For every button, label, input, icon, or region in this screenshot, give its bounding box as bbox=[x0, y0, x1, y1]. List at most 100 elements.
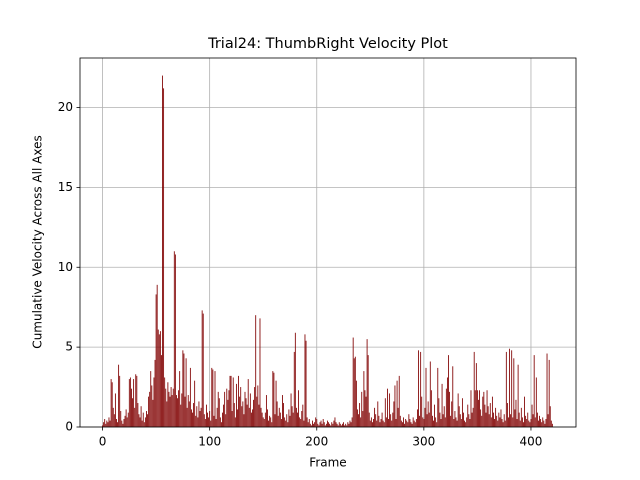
bar bbox=[346, 425, 348, 427]
bar bbox=[187, 395, 189, 427]
bar bbox=[388, 419, 389, 427]
bar bbox=[156, 284, 158, 427]
bar bbox=[153, 377, 155, 427]
bar bbox=[484, 404, 486, 427]
bar bbox=[133, 379, 135, 427]
bar bbox=[273, 372, 275, 427]
bar bbox=[321, 423, 323, 427]
bar bbox=[439, 412, 441, 427]
bar bbox=[126, 417, 128, 427]
bar bbox=[179, 371, 181, 427]
bar bbox=[489, 403, 491, 427]
bar bbox=[505, 351, 507, 427]
bar bbox=[332, 423, 334, 427]
bar bbox=[372, 422, 373, 427]
bar bbox=[198, 401, 200, 427]
bar bbox=[257, 385, 259, 427]
bar bbox=[325, 423, 327, 427]
bar bbox=[482, 396, 484, 427]
bar bbox=[228, 390, 230, 427]
bar bbox=[330, 425, 332, 427]
bar bbox=[339, 423, 341, 427]
bar bbox=[333, 420, 335, 427]
bar bbox=[203, 414, 205, 427]
x-axis-label: Frame bbox=[309, 456, 346, 470]
bar bbox=[148, 396, 150, 427]
bar bbox=[510, 414, 512, 427]
bar bbox=[225, 414, 227, 427]
bar bbox=[191, 409, 192, 427]
bar bbox=[263, 419, 265, 427]
bar bbox=[177, 398, 178, 427]
bar bbox=[319, 422, 321, 427]
bar bbox=[152, 399, 154, 427]
bar bbox=[366, 339, 368, 427]
bar bbox=[314, 422, 316, 427]
bar bbox=[185, 358, 187, 427]
bar bbox=[318, 425, 320, 427]
y-axis-label: Cumulative Velocity Across All Axes bbox=[31, 135, 45, 348]
bar bbox=[128, 379, 130, 427]
bar bbox=[197, 417, 199, 427]
bar bbox=[138, 414, 140, 427]
bar bbox=[123, 419, 125, 427]
bar bbox=[289, 415, 291, 427]
bar bbox=[272, 371, 274, 427]
bar bbox=[178, 390, 180, 427]
bar bbox=[338, 422, 340, 427]
bar bbox=[292, 412, 294, 427]
bar bbox=[202, 313, 204, 427]
bar bbox=[112, 407, 114, 427]
bar bbox=[448, 355, 449, 427]
bar bbox=[231, 411, 233, 427]
bar bbox=[551, 423, 553, 427]
bar bbox=[547, 414, 549, 427]
bar bbox=[252, 409, 253, 427]
bar bbox=[434, 404, 435, 427]
bar bbox=[469, 419, 471, 427]
bar bbox=[169, 396, 171, 427]
bar bbox=[186, 407, 188, 427]
bar bbox=[370, 417, 372, 427]
bar bbox=[234, 417, 236, 427]
bar bbox=[475, 363, 477, 427]
bar bbox=[149, 391, 151, 427]
bar bbox=[352, 337, 354, 427]
bar bbox=[373, 419, 374, 427]
bar bbox=[524, 396, 525, 427]
bar bbox=[279, 412, 281, 427]
bar bbox=[303, 420, 305, 427]
bar bbox=[411, 423, 413, 427]
bar bbox=[189, 367, 191, 427]
bar bbox=[207, 412, 208, 427]
bar bbox=[134, 407, 136, 427]
bar bbox=[103, 422, 105, 427]
bar bbox=[501, 419, 503, 427]
bar bbox=[367, 355, 369, 427]
bar bbox=[538, 420, 539, 427]
bar bbox=[214, 371, 216, 427]
bar bbox=[515, 399, 517, 427]
bar bbox=[105, 423, 107, 427]
bar bbox=[209, 411, 211, 427]
bar bbox=[421, 396, 423, 427]
bar bbox=[200, 407, 202, 427]
bar bbox=[188, 401, 190, 427]
bar bbox=[407, 422, 409, 427]
bar bbox=[430, 390, 432, 427]
bar bbox=[509, 348, 510, 427]
bar bbox=[211, 367, 213, 427]
bar bbox=[155, 294, 157, 427]
bar bbox=[365, 396, 367, 427]
bar bbox=[274, 414, 276, 427]
bar bbox=[245, 398, 247, 427]
bar bbox=[216, 407, 218, 427]
bar bbox=[449, 391, 450, 427]
bar bbox=[167, 382, 169, 427]
bar bbox=[265, 395, 267, 427]
bar bbox=[264, 412, 266, 427]
bar bbox=[316, 419, 318, 427]
bar bbox=[307, 422, 309, 427]
